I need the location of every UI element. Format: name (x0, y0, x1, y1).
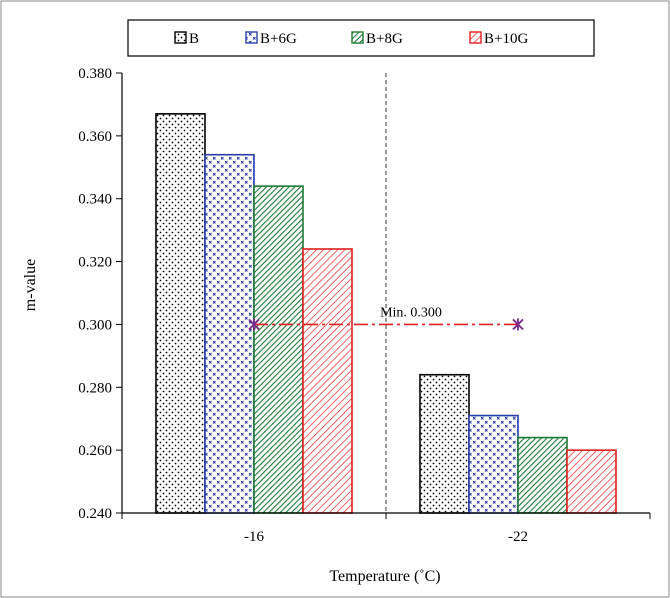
y-tick-label: 0.380 (78, 66, 112, 82)
bar-bplus-10g--16 (302, 248, 353, 514)
bar-b--16 (155, 113, 206, 514)
legend-label: B (189, 31, 199, 47)
y-tick-label: 0.260 (78, 443, 112, 459)
legend-label: B+6G (260, 31, 297, 47)
y-tick-label: 0.320 (78, 255, 112, 271)
plot-area: -16 -22 Min. 0.300 0.240 0.260 0.280 0.300 0.32… (78, 66, 651, 545)
legend: B B+6G B+8G B+10G (174, 31, 528, 47)
bar-bplus-6g--16 (204, 153, 255, 514)
legend-swatch (174, 31, 187, 44)
y-axis-title: m-value (22, 259, 39, 311)
y-tick-label: 0.240 (78, 506, 112, 522)
bar-bplus-6g--22 (468, 414, 519, 514)
bar-bplus-8g--16 (253, 185, 304, 514)
legend-swatch (469, 31, 482, 44)
bar-bplus-10g--22 (566, 449, 617, 514)
bar-bplus-8g--22 (517, 436, 568, 514)
legend-label: B+8G (366, 31, 403, 47)
y-tick-label: 0.360 (78, 129, 112, 145)
y-tick-label: 0.280 (78, 380, 112, 396)
legend-label: B+10G (484, 31, 528, 47)
legend-swatch (245, 31, 258, 44)
threshold-marker (248, 318, 260, 331)
x-tick-label: -22 (508, 529, 528, 545)
y-tick-label: 0.300 (78, 317, 112, 333)
x-axis-title: Temperature (˚C) (329, 568, 440, 585)
y-tick-label: 0.340 (78, 192, 112, 208)
legend-swatch (351, 31, 364, 44)
bar-b--22 (419, 373, 470, 514)
x-tick-label: -16 (244, 529, 264, 545)
threshold-label: Min. 0.300 (380, 305, 442, 320)
threshold-marker (512, 318, 524, 331)
